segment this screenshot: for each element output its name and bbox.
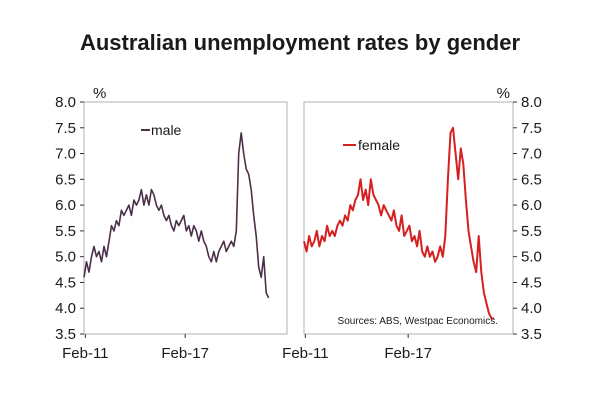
x-tick-label: Feb-11	[282, 345, 328, 362]
y-tick-label: 7.0	[55, 146, 76, 163]
plot-frame	[303, 101, 514, 335]
source-note: Sources: ABS, Westpac Economics.	[338, 316, 498, 327]
series-line-male	[83, 132, 270, 299]
x-tick-label: Feb-17	[384, 345, 432, 362]
y-tick-label: 6.5	[55, 171, 76, 188]
y-tick-label: 7.0	[521, 146, 542, 163]
y-tick-label: 6.0	[55, 197, 76, 214]
female-chart-panel: 3.5 4.0 4.5 5.0 5.5 6.0 6.5 7.0 7.5 8.0 Feb-11 Feb-…	[282, 85, 542, 362]
legend-label-female: female	[358, 137, 400, 153]
chart-title: Australian unemployment rates by gender	[79, 30, 521, 55]
series-line-female	[303, 126, 495, 320]
y-tick-label: 5.5	[521, 223, 542, 240]
y-tick-label: 8.0	[55, 94, 76, 111]
y-tick-label: 4.0	[521, 300, 542, 317]
y-tick-label: 5.0	[55, 249, 76, 266]
y-tick-label: 4.5	[521, 274, 542, 291]
y-tick-label: 3.5	[55, 326, 76, 343]
y-tick-label: 5.0	[521, 249, 542, 266]
x-tick-label: Feb-11	[62, 345, 108, 362]
x-tick-label: Feb-17	[161, 345, 209, 362]
legend-label-male: male	[151, 122, 182, 138]
y-tick-label: 7.5	[521, 120, 542, 137]
plot-frame	[83, 101, 288, 335]
y-tick-label: 3.5	[521, 326, 542, 343]
unit-label: %	[93, 85, 106, 102]
y-tick-label: 8.0	[521, 94, 542, 111]
male-chart-panel: 3.5 4.0 4.5 5.0 5.5 6.0 6.5 7.0 7.5 8.0 Feb-11 Feb-…	[55, 85, 288, 362]
unit-label: %	[497, 85, 510, 102]
y-tick-label: 4.0	[55, 300, 76, 317]
y-tick-label: 6.0	[521, 197, 542, 214]
y-tick-label: 4.5	[55, 274, 76, 291]
y-tick-label: 6.5	[521, 171, 542, 188]
y-tick-label: 7.5	[55, 120, 76, 137]
y-tick-label: 5.5	[55, 223, 76, 240]
